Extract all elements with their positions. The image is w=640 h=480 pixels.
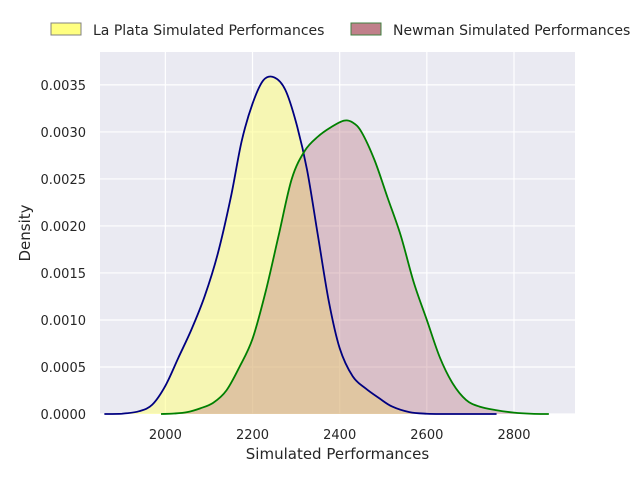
legend: La Plata Simulated Performances Newman S… — [50, 22, 630, 39]
density-lines — [104, 75, 549, 415]
legend-label-newman: Newman Simulated Performances — [393, 23, 630, 39]
y-axis-label: Density — [16, 204, 34, 261]
legend-swatch-la-plata — [50, 22, 82, 36]
y-tick-label: 0.0015 — [41, 267, 87, 282]
y-tick-label: 0.0005 — [41, 361, 87, 376]
x-tick-label: 2800 — [497, 428, 530, 443]
x-tick-labels: 2000 2200 2400 2600 2800 — [149, 428, 531, 443]
x-tick-label: 2200 — [236, 428, 269, 443]
y-tick-label: 0.0010 — [41, 314, 87, 329]
y-tick-labels: 0.0000 0.0005 0.0010 0.0015 0.0020 0.0025 0.00… — [41, 79, 87, 423]
density-areas — [104, 76, 549, 415]
x-tick-label: 2400 — [323, 428, 356, 443]
y-tick-label: 0.0020 — [41, 220, 87, 235]
y-tick-label: 0.0030 — [41, 126, 87, 141]
legend-label-la-plata: La Plata Simulated Performances — [93, 23, 324, 39]
x-tick-label: 2600 — [410, 428, 443, 443]
y-tick-label: 0.0035 — [41, 79, 87, 94]
x-axis-label: Simulated Performances — [246, 445, 430, 463]
y-tick-label: 0.0000 — [41, 408, 87, 423]
x-tick-label: 2000 — [149, 428, 182, 443]
density-line-newman — [160, 119, 549, 415]
legend-swatch-newman — [350, 22, 382, 36]
density-line-la-plata — [104, 75, 497, 415]
y-tick-label: 0.0025 — [41, 173, 87, 188]
density-area-newman — [161, 120, 549, 415]
density-area-la-plata — [104, 76, 497, 414]
